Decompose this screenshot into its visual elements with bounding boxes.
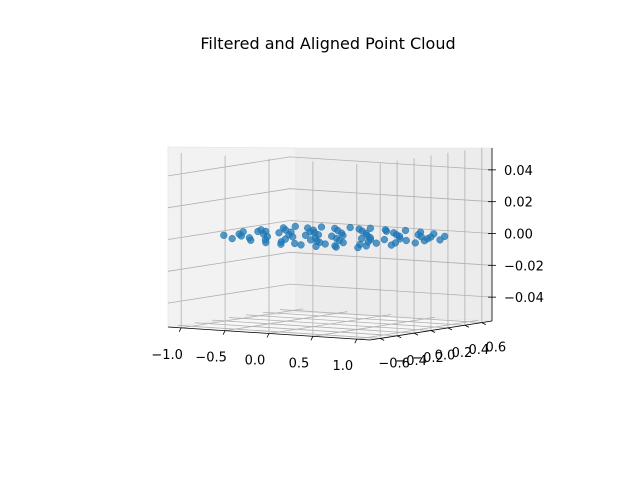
scatter-point: [328, 232, 336, 240]
scatter-point: [317, 223, 326, 231]
scatter-point: [436, 236, 444, 244]
y-tick-mark: [379, 338, 385, 341]
z-gridline-left: [167, 220, 291, 240]
y-gridline-floor: [245, 314, 448, 329]
scatter-point: [254, 227, 262, 236]
y-tick-mark: [464, 324, 470, 328]
z-gridline-back: [289, 156, 493, 171]
x-tick-label: 0.0: [245, 354, 266, 369]
z-gridline-left: [167, 156, 291, 177]
scatter-point: [366, 224, 375, 232]
scatter-point: [427, 233, 435, 241]
scatter-point: [402, 236, 410, 245]
y-tick-label: 0.4: [469, 343, 490, 358]
scatter-point: [220, 231, 228, 239]
y-gridline-floor: [195, 322, 398, 337]
scatter-point: [262, 238, 270, 247]
scatter-point: [291, 239, 299, 248]
z-tick-label: 0.02: [504, 196, 533, 211]
scatter-point: [381, 226, 390, 234]
y-tick-mark: [430, 330, 436, 333]
y-tick-mark: [481, 322, 487, 325]
y-tick-mark: [396, 335, 402, 339]
scatter-point: [357, 234, 366, 243]
scatter-point: [362, 242, 370, 250]
z-tick-label: 0.00: [504, 228, 533, 243]
scatter-point: [380, 235, 389, 244]
scatter-point: [277, 240, 285, 248]
scatter-point: [411, 239, 419, 247]
y-gridline-floor: [279, 309, 482, 323]
scatter-point: [401, 226, 410, 235]
scatter-point: [291, 222, 299, 231]
z-gridline-back: [289, 188, 493, 203]
y-tick-label: 0.0: [435, 349, 456, 364]
y-gridline-floor: [228, 317, 432, 331]
scatter-point: [420, 237, 429, 245]
z-gridline-left: [167, 188, 291, 209]
y-axis-ticks: −0.6−0.4−0.20.00.20.40.6: [378, 322, 506, 371]
axes-3d: −1.0 −0.5 0.0 0.5 1.0 −0.6−0.4−0.20.00.20.40…: [151, 146, 544, 374]
scatter-point: [301, 231, 310, 239]
z-gridline-left: [167, 251, 291, 272]
y-tick-label: −0.2: [412, 351, 444, 366]
z-axis-ticks: 0.04 0.02 0.00 −0.02 −0.04: [488, 164, 544, 306]
y-gridline-floor: [262, 311, 465, 326]
chart-title: Filtered and Aligned Point Cloud: [200, 34, 455, 53]
z-tick-label: −0.04: [504, 291, 544, 306]
y-tick-label: −0.6: [378, 356, 410, 371]
scatter-point: [339, 238, 347, 247]
scatter-point: [372, 239, 380, 247]
y-tick-mark: [413, 332, 419, 336]
scatter-point: [228, 234, 236, 243]
z-gridline-back: [289, 251, 493, 266]
x-tick-label: 0.5: [289, 356, 310, 371]
scatter-point: [297, 241, 305, 249]
y-tick-mark: [447, 327, 453, 331]
scatter-point: [339, 231, 347, 240]
scatter-point: [313, 237, 321, 245]
z-gridline-back: [289, 283, 493, 298]
x-tick-mark: [178, 327, 182, 333]
x-tick-label: −0.5: [195, 351, 227, 366]
grid-lines: [167, 147, 493, 340]
scatter-point: [332, 243, 340, 251]
scatter-point: [321, 240, 329, 248]
x-tick-label: −1.0: [151, 348, 183, 363]
scatter-point: [354, 243, 362, 252]
x-tick-mark: [354, 338, 358, 344]
z-gridline-left: [167, 283, 291, 304]
y-tick-label: 0.6: [485, 341, 506, 356]
scatter-points: [220, 222, 449, 252]
x-axis-ticks: −1.0 −0.5 0.0 0.5 1.0: [151, 327, 358, 374]
y-tick-label: −0.4: [395, 354, 427, 369]
scatter-point: [247, 236, 255, 244]
z-tick-label: −0.02: [504, 259, 544, 274]
y-gridline-floor: [212, 319, 415, 334]
z-gridline-back: [289, 220, 493, 234]
scatter-point: [275, 229, 283, 237]
z-tick-label: 0.04: [504, 164, 533, 179]
x-tick-mark: [266, 333, 270, 338]
x-tick-mark: [222, 330, 226, 335]
scatter-point: [387, 241, 396, 249]
scatter-point: [289, 233, 297, 241]
y-tick-label: 0.2: [452, 346, 473, 361]
scatter-point: [416, 228, 425, 236]
y-gridline-floor: [178, 325, 381, 339]
scatter-point: [346, 223, 354, 232]
scatter-point: [237, 232, 245, 240]
x-tick-mark: [310, 336, 314, 341]
x-tick-label: 1.0: [332, 359, 353, 374]
